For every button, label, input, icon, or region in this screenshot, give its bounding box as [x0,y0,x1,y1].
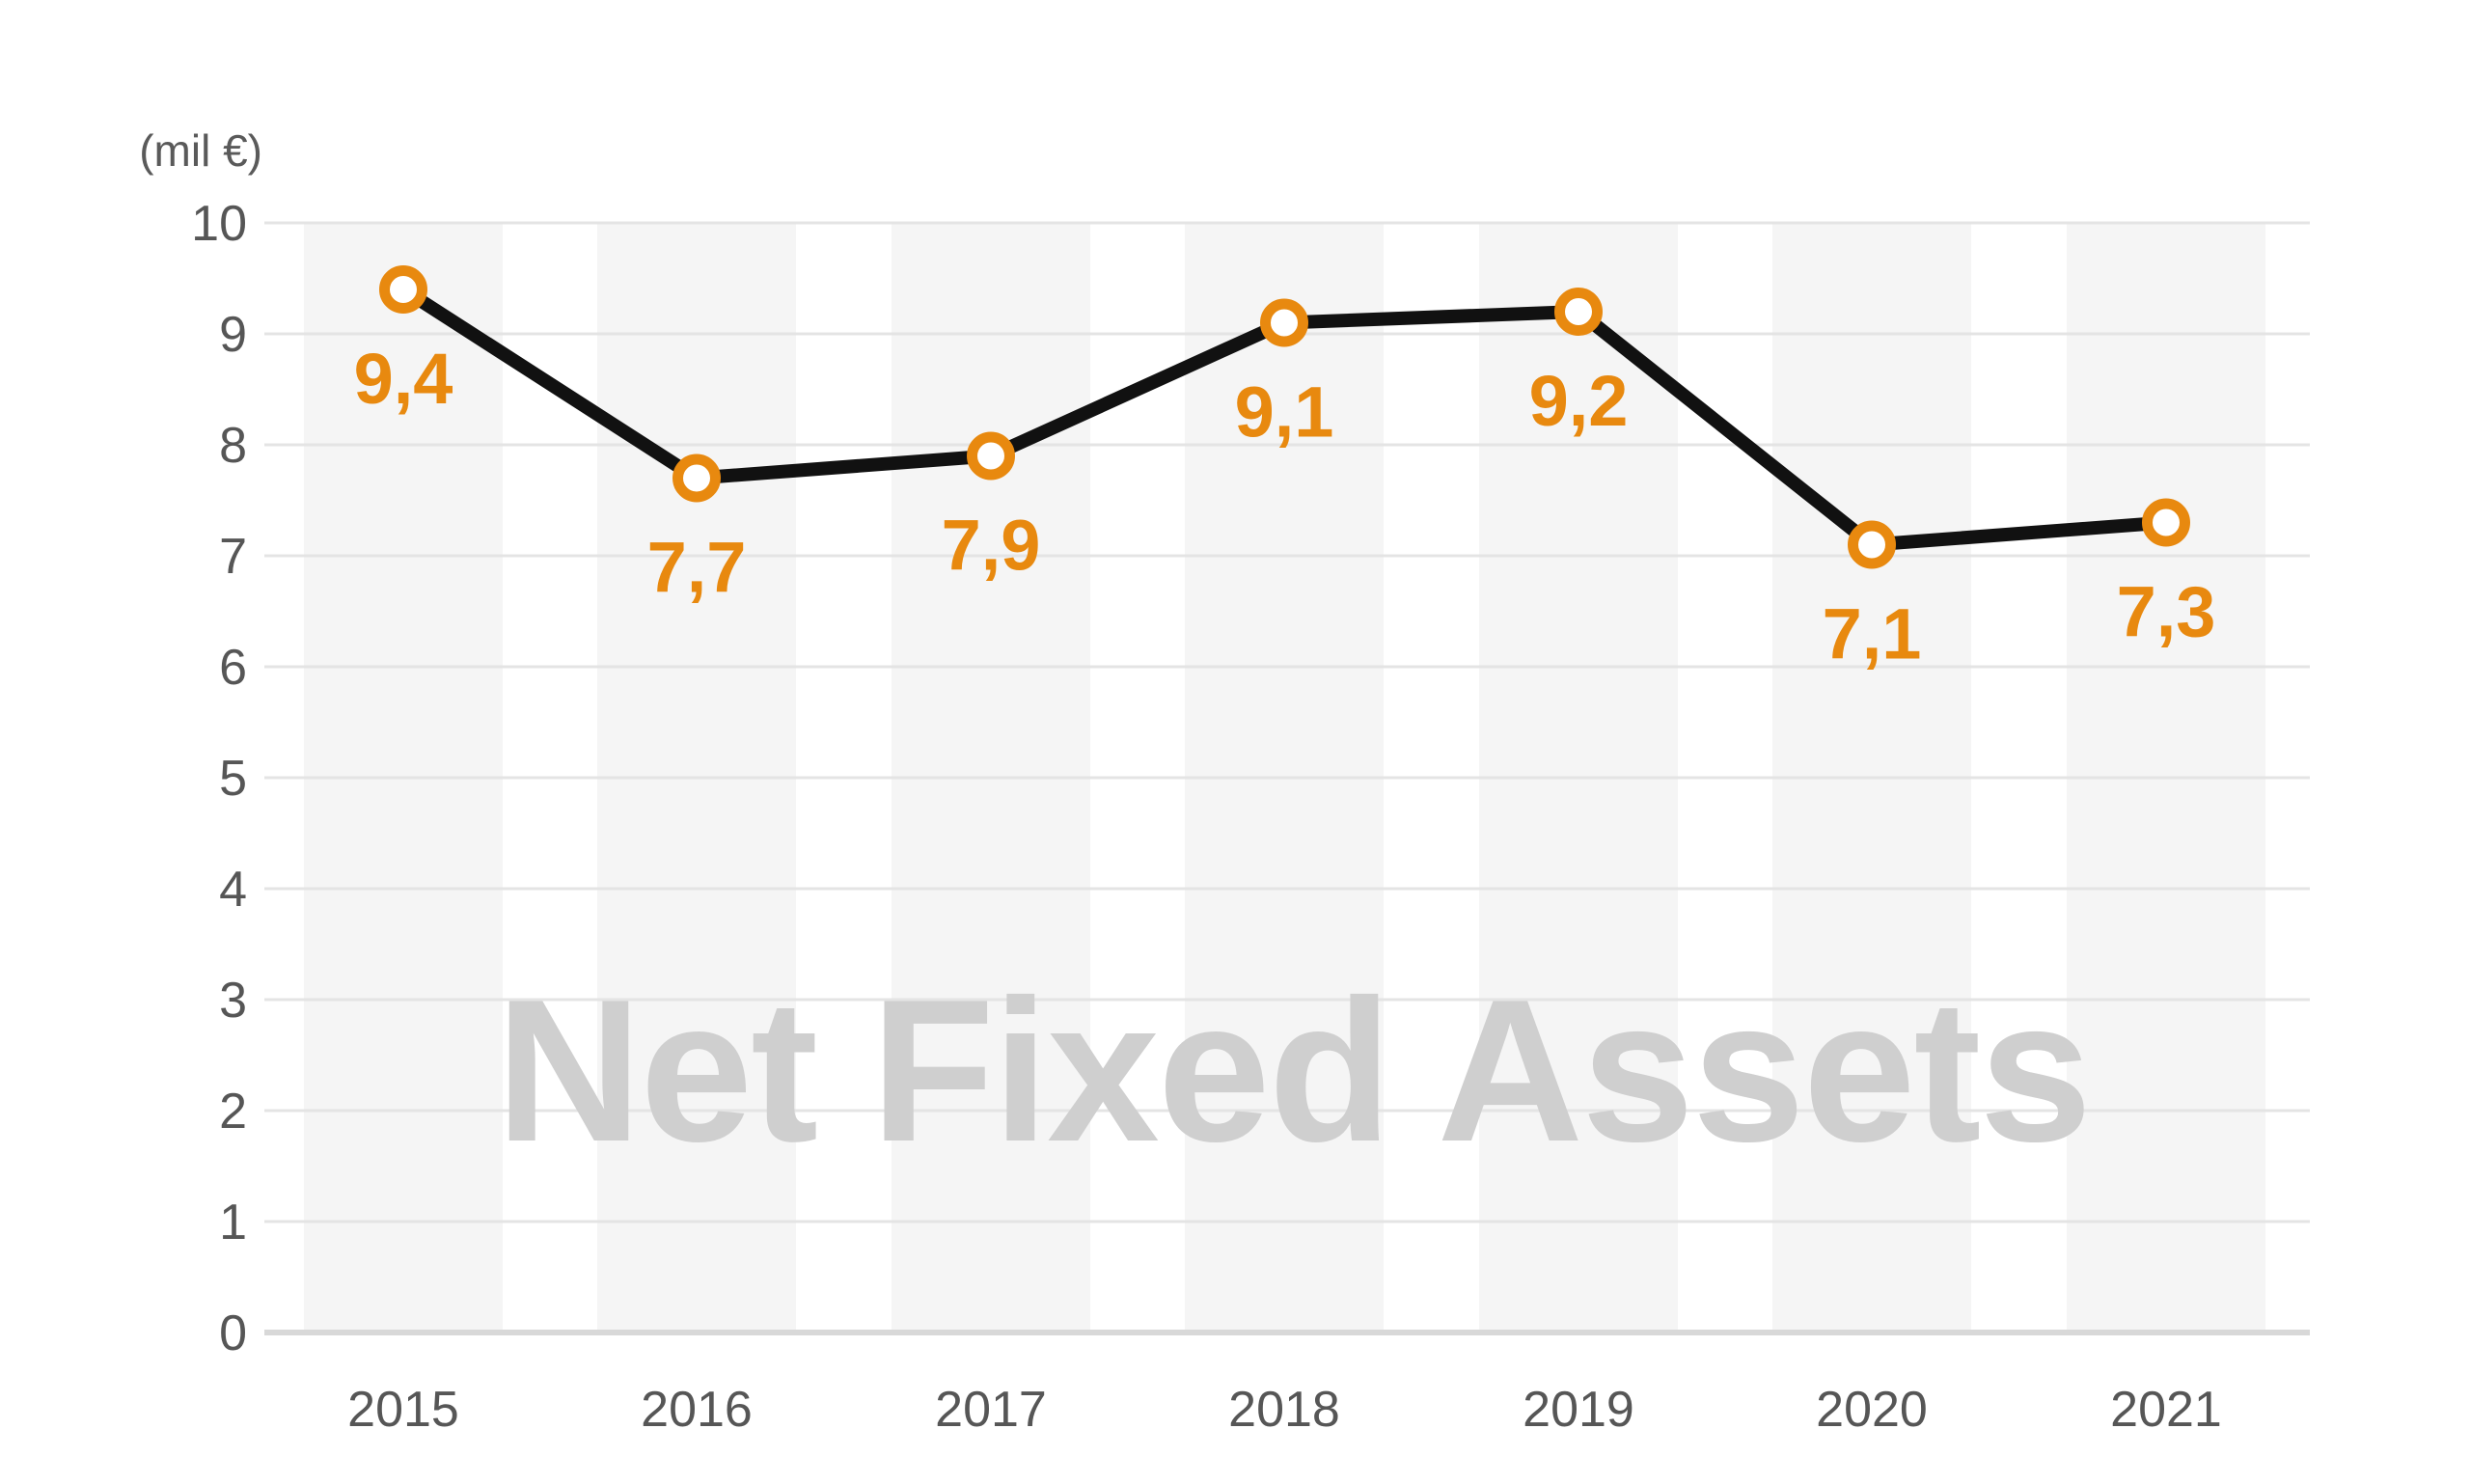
x-tick-label: 2019 [1523,1382,1634,1438]
x-tick-label: 2018 [1228,1382,1340,1438]
data-point-label: 9,4 [354,339,453,419]
data-point-marker [967,431,1015,481]
y-tick-label: 4 [219,862,247,918]
y-tick-label: 3 [219,973,247,1029]
y-tick-label: 9 [219,307,247,363]
watermark-text: Net Fixed Assets [496,957,2091,1184]
data-point-label: 7,1 [1823,594,1922,674]
x-axis-tick-labels: 2015 2016 2017 2018 2019 2020 2021 [347,1382,2222,1438]
y-axis-tick-labels: 0 1 2 3 4 5 6 7 8 9 10 [191,196,247,1361]
data-point-marker [2142,498,2190,547]
data-point-label: 7,3 [2117,572,2216,652]
data-point-marker [1848,520,1896,569]
data-point-label: 7,7 [647,528,747,608]
y-tick-label: 10 [191,196,247,252]
data-point-marker [1554,288,1603,336]
y-tick-label: 6 [219,640,247,696]
data-point-labels: 9,4 7,7 7,9 9,1 9,2 7,1 7,3 [354,339,2216,674]
data-point-marker [1260,298,1308,347]
y-tick-label: 8 [219,418,247,474]
x-tick-label: 2017 [935,1382,1047,1438]
x-tick-label: 2015 [347,1382,459,1438]
y-tick-label: 1 [219,1195,247,1250]
data-point-markers [379,265,2190,569]
data-point-label: 9,1 [1235,372,1334,453]
data-point-label: 9,2 [1529,361,1629,441]
y-tick-label: 5 [219,751,247,807]
x-tick-label: 2020 [1816,1382,1928,1438]
data-point-marker [672,453,721,503]
y-axis-unit-label: (mil €) [139,125,262,176]
y-tick-label: 2 [219,1084,247,1140]
y-tick-label: 7 [219,529,247,585]
data-point-label: 7,9 [942,506,1041,586]
data-point-marker [379,265,427,314]
x-tick-label: 2016 [641,1382,753,1438]
x-tick-label: 2021 [2110,1382,2222,1438]
y-tick-label: 0 [219,1305,247,1361]
